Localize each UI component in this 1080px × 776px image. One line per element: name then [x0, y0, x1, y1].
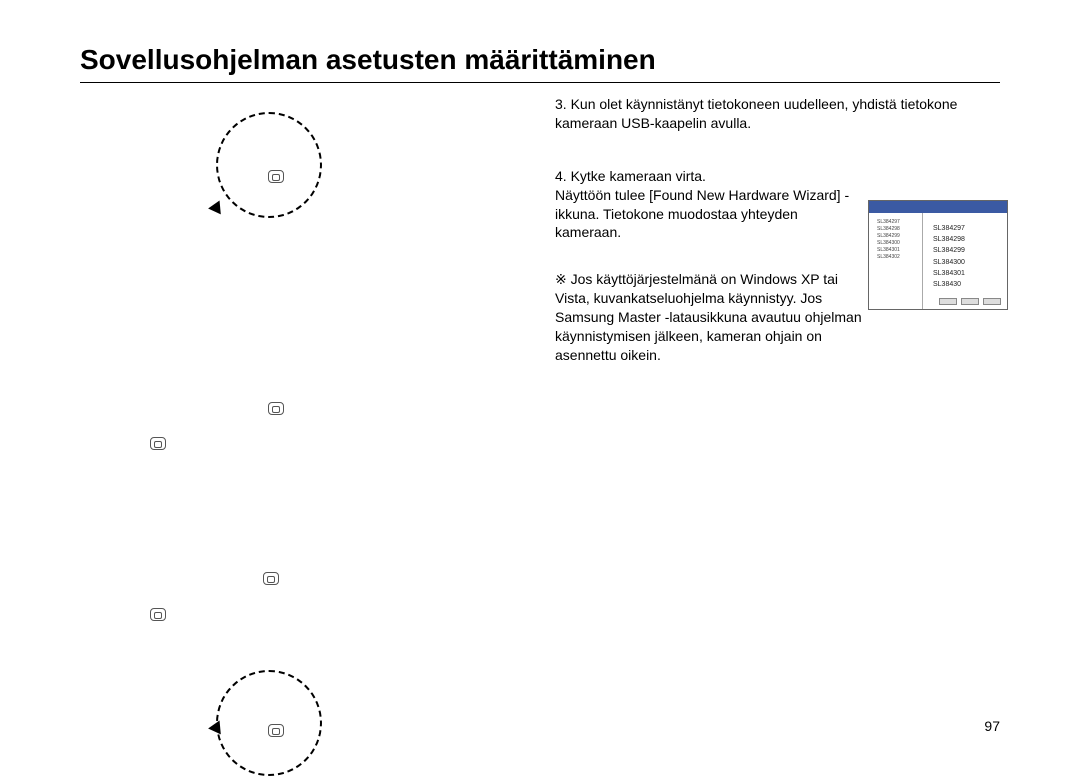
dialog-buttons	[939, 298, 1001, 305]
screenshot-chip-icon	[268, 170, 284, 183]
screenshot-chip-icon	[263, 572, 279, 585]
dialog-button[interactable]	[961, 298, 979, 305]
dialog-list-item: SL384302	[877, 254, 918, 261]
dialog-list-item: SL384297	[877, 219, 918, 226]
dialog-list-item: SL38430	[933, 279, 1003, 290]
dialog-list-item: SL384300	[933, 257, 1003, 268]
dialog-list-item: SL384299	[933, 245, 1003, 256]
dialog-titlebar	[869, 201, 1007, 213]
note-text: Jos käyttöjärjestelmänä on Windows XP ta…	[555, 271, 862, 363]
dialog-list-item: SL384299	[877, 233, 918, 240]
dialog-button[interactable]	[983, 298, 1001, 305]
title-rule	[80, 82, 1000, 83]
page-number: 97	[984, 718, 1000, 734]
dialog-list-item: SL384300	[877, 240, 918, 247]
dialog-list-item: SL384298	[877, 226, 918, 233]
dialog-list-item: SL384298	[933, 234, 1003, 245]
callout-arrow-icon	[208, 198, 226, 215]
screenshot-chip-icon	[268, 402, 284, 415]
step-3-text: 3. Kun olet käynnistänyt tietokoneen uud…	[555, 95, 985, 133]
step-4-text: 4. Kytke kameraan virta. Näyttöön tulee …	[555, 167, 865, 243]
note-marker-icon: ※	[555, 271, 567, 287]
callout-circle	[216, 670, 322, 776]
found-new-hardware-dialog: SL384297SL384298SL384299SL384300SL384301…	[868, 200, 1008, 310]
screenshot-chip-icon	[268, 724, 284, 737]
callout-circle	[216, 112, 322, 218]
note-block: ※ Jos käyttöjärjestelmänä on Windows XP …	[555, 270, 865, 364]
dialog-button[interactable]	[939, 298, 957, 305]
screenshot-chip-icon	[150, 608, 166, 621]
dialog-list-item: SL384297	[933, 223, 1003, 234]
dialog-left-pane: SL384297SL384298SL384299SL384300SL384301…	[869, 213, 923, 309]
dialog-right-pane: SL384297SL384298SL384299SL384300SL384301…	[923, 213, 1007, 309]
dialog-list-item: SL384301	[877, 247, 918, 254]
screenshot-chip-icon	[150, 437, 166, 450]
page-title: Sovellusohjelman asetusten määrittäminen	[80, 44, 656, 76]
dialog-list-item: SL384301	[933, 268, 1003, 279]
